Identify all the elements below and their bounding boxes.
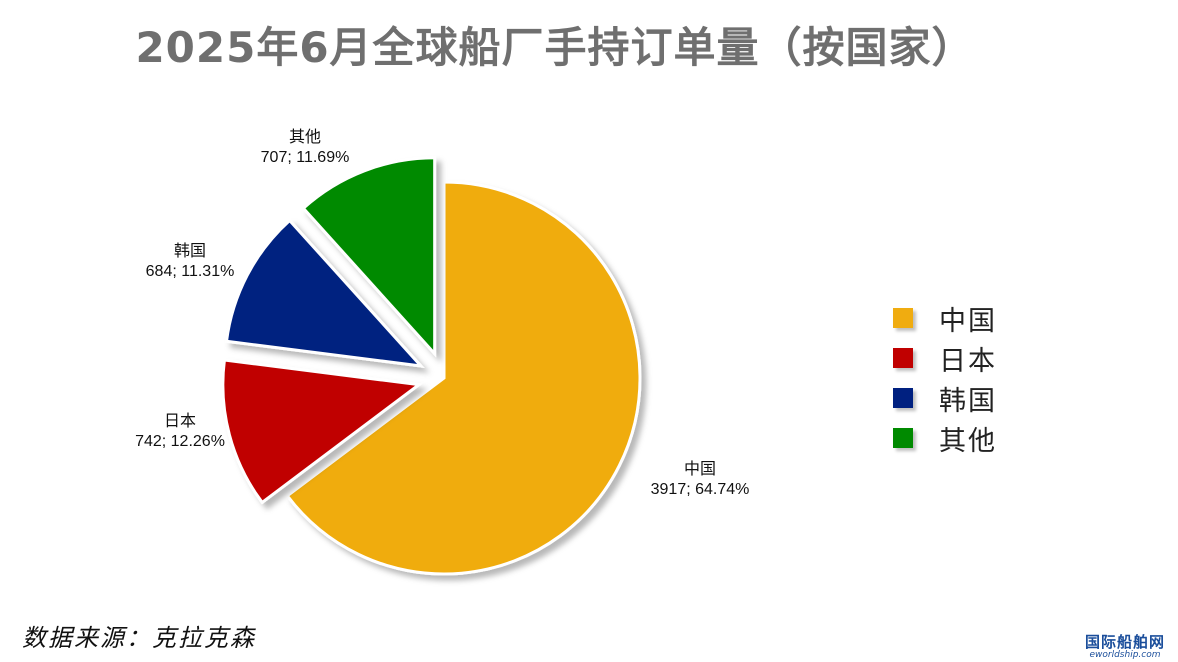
legend-swatch-other [893, 428, 913, 448]
legend-item-korea: 韩国 [893, 378, 1073, 418]
legend-swatch-japan [893, 348, 913, 368]
legend-item-other: 其他 [893, 418, 1073, 458]
slice-label-value-other: 707; 11.69% [261, 149, 350, 166]
pie-slice-korea [224, 218, 425, 368]
pie-slices [221, 156, 642, 576]
source-note: 数据来源：克拉克森 [22, 624, 256, 652]
pie-slice-other [301, 156, 437, 358]
pie-labels: 中国 3917; 64.74% 日本 742; 12.26% 韩国 684; 11.31%… [135, 128, 749, 498]
slice-label-name-japan: 日本 [164, 412, 196, 430]
legend: 中国 日本 韩国 其他 [893, 298, 1073, 458]
legend-swatch-korea [893, 388, 913, 408]
chart-title: 2025年6月全球船厂手持订单量（按国家） [135, 23, 975, 72]
slice-label-name-other: 其他 [289, 128, 321, 146]
legend-label-japan: 日本 [939, 345, 997, 377]
watermark-logo: 国际船舶网 eworldship.com [1076, 634, 1174, 660]
watermark-en: eworldship.com [1089, 650, 1161, 660]
slice-label-name-korea: 韩国 [174, 242, 206, 260]
slice-label-name-china: 中国 [684, 460, 716, 478]
pie-slice-china [285, 180, 642, 576]
slice-label-value-korea: 684; 11.31% [146, 263, 235, 280]
legend-item-japan: 日本 [893, 338, 1073, 378]
slice-label-value-china: 3917; 64.74% [651, 481, 750, 498]
watermark-cn: 国际船舶网 [1084, 633, 1165, 651]
legend-item-china: 中国 [893, 298, 1073, 338]
legend-label-korea: 韩国 [939, 385, 997, 417]
legend-label-china: 中国 [939, 305, 997, 337]
slice-label-value-japan: 742; 12.26% [135, 433, 225, 450]
pie-slice-japan [221, 358, 423, 505]
legend-swatch-china [893, 308, 913, 328]
legend-label-other: 其他 [939, 425, 997, 457]
